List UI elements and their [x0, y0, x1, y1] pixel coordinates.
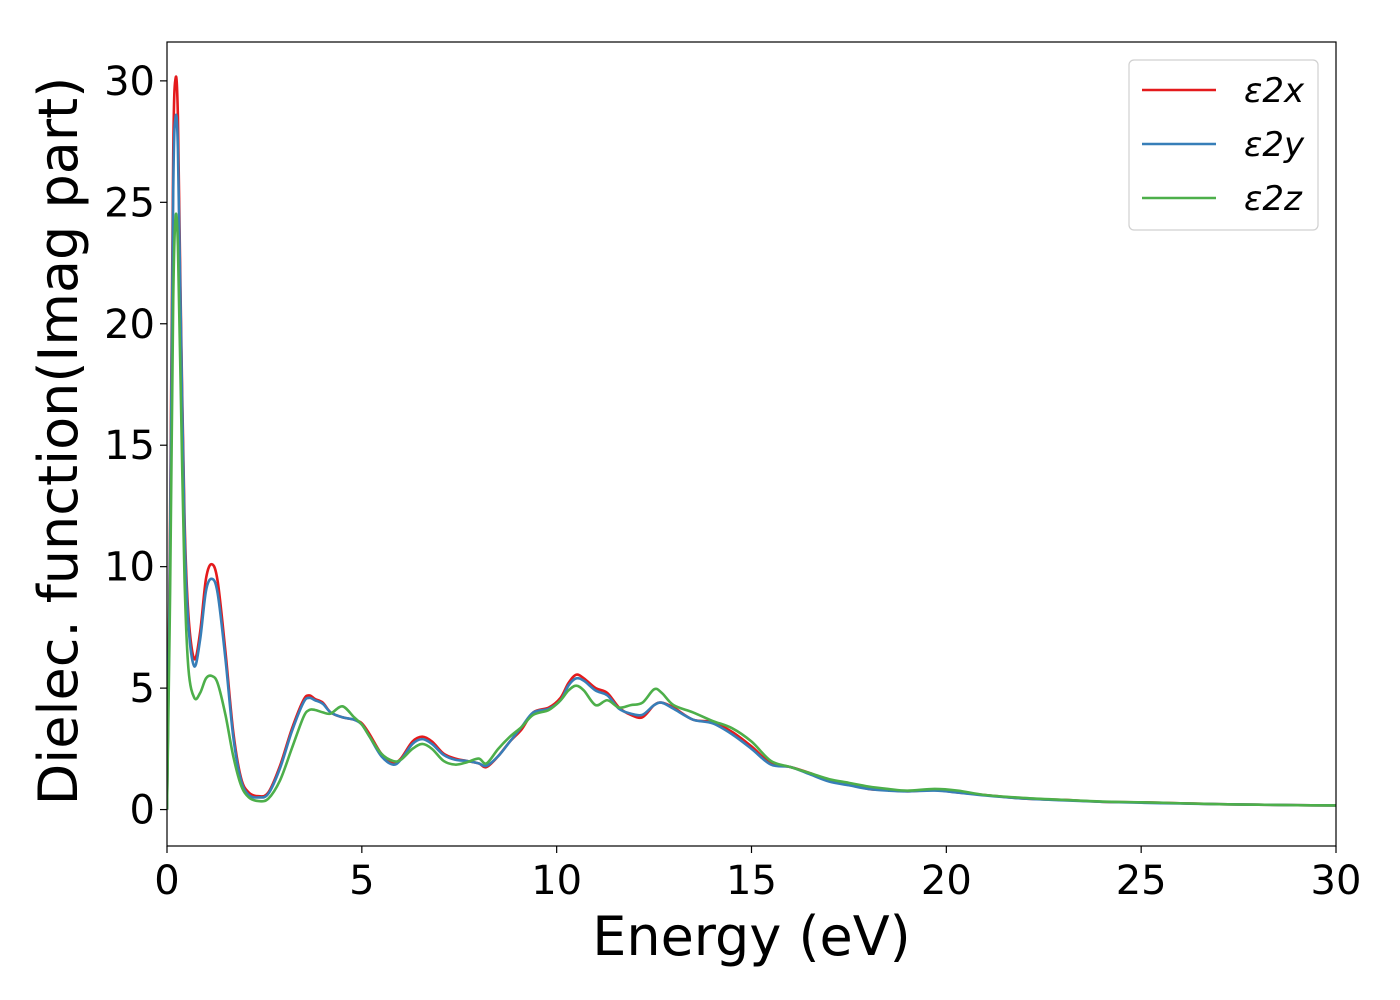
series-line-3: [167, 212, 1336, 810]
x-tick-label: 25: [1116, 858, 1167, 904]
x-tick-label: 0: [154, 858, 179, 904]
x-tick-label: 20: [921, 858, 972, 904]
x-tick-label: 5: [349, 858, 374, 904]
legend-label: ε2x: [1244, 71, 1305, 111]
y-tick-label: 10: [104, 545, 155, 591]
x-axis-label: Energy (eV): [592, 905, 911, 968]
plot-lines: [167, 75, 1336, 810]
x-axis-ticks: 0 5 10 15 20 25 30: [154, 846, 1361, 904]
y-tick-label: 15: [104, 423, 155, 469]
x-tick-label: 30: [1311, 858, 1362, 904]
x-tick-label: 15: [726, 858, 777, 904]
y-axis-label: Dielec. function(Imag part): [27, 77, 90, 806]
legend-box: [1128, 59, 1319, 231]
legend: ε2x ε2y ε2z: [1128, 59, 1319, 231]
legend-label: ε2y: [1244, 125, 1305, 165]
series-line-2: [167, 113, 1336, 810]
y-tick-label: 5: [130, 666, 155, 712]
y-axis-ticks: 0 5 10 15 20 25 30: [104, 59, 167, 834]
y-tick-label: 30: [104, 59, 155, 105]
y-tick-label: 0: [130, 788, 155, 834]
y-tick-label: 20: [104, 302, 155, 348]
y-tick-label: 25: [104, 180, 155, 226]
legend-label: ε2z: [1244, 179, 1303, 219]
x-tick-label: 10: [531, 858, 582, 904]
